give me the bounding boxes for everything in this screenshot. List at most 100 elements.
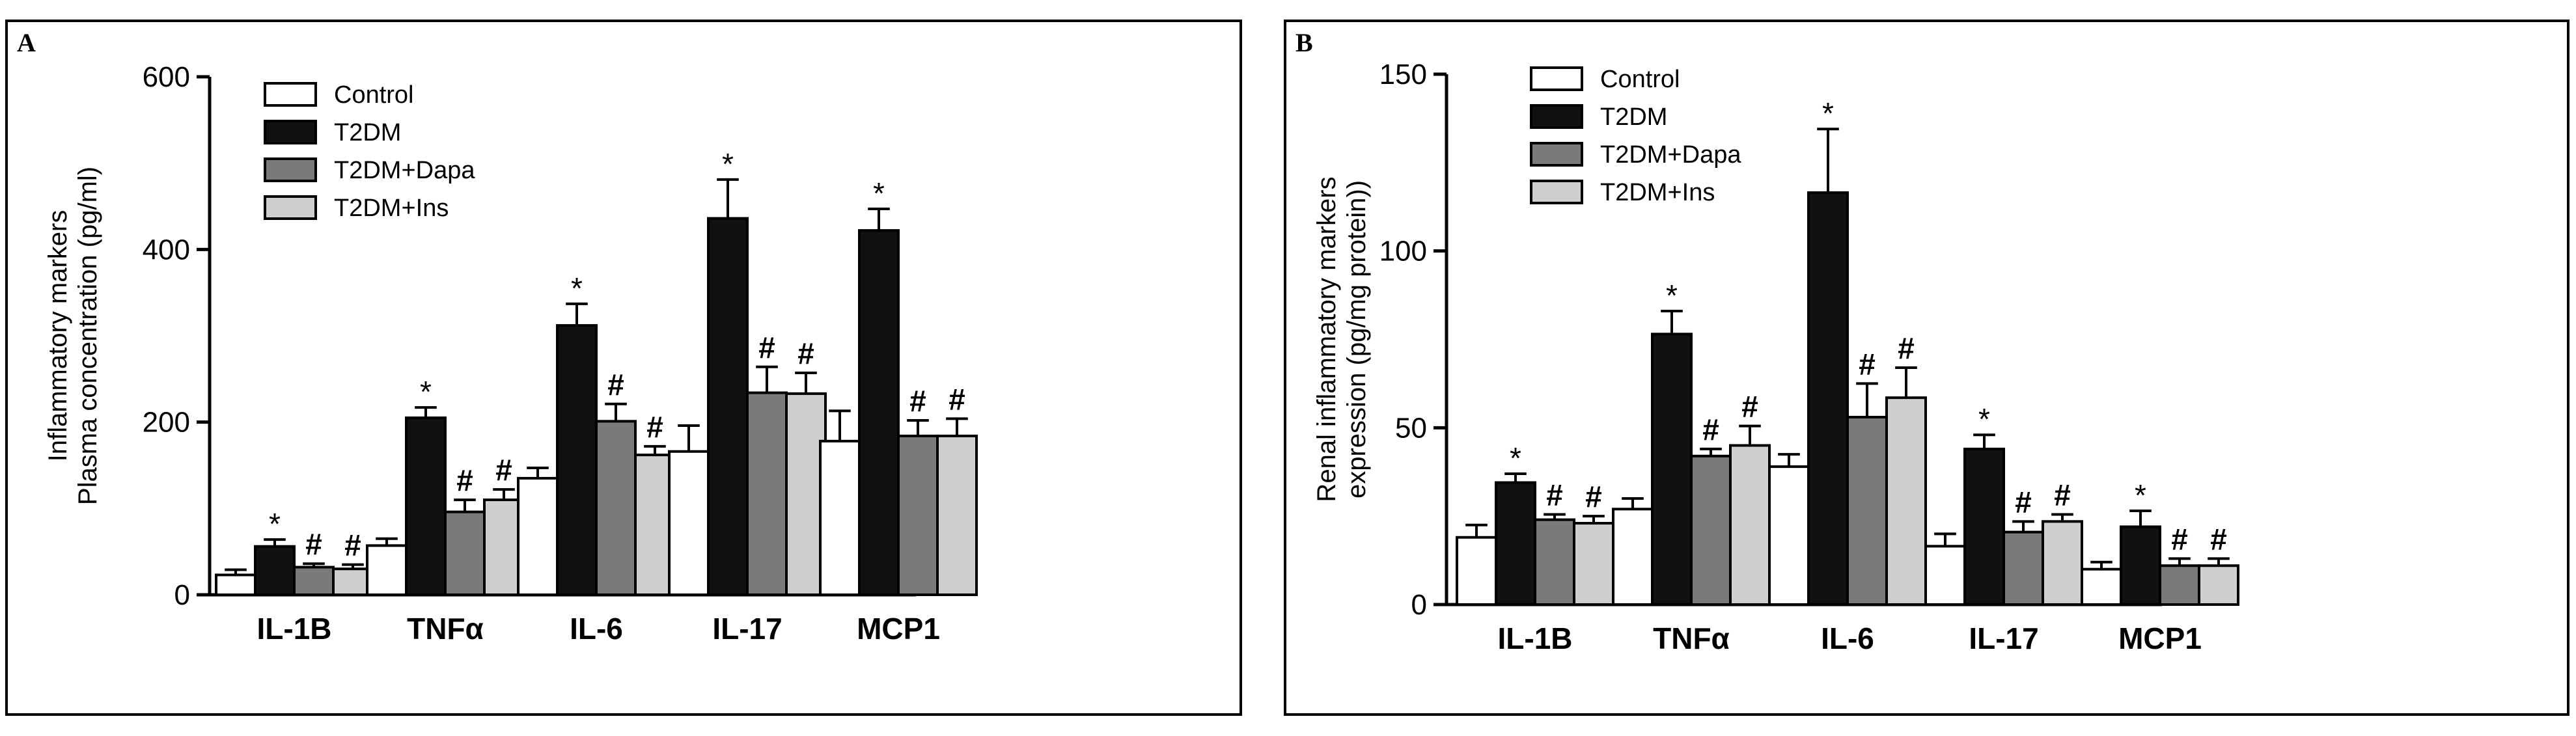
y-tick-label: 200 bbox=[143, 407, 190, 439]
y-tick-label: 400 bbox=[143, 234, 190, 266]
significance-mark: # bbox=[1898, 331, 1915, 365]
y-axis-label-line: Renal inflammatory markers bbox=[1312, 176, 1341, 502]
bar-control bbox=[668, 450, 710, 596]
bar-t2dm bbox=[1807, 191, 1849, 606]
legend-swatch bbox=[1530, 66, 1583, 91]
y-tick-label: 50 bbox=[1395, 412, 1427, 444]
legend-label: T2DM+Dapa bbox=[1600, 141, 1741, 169]
bar-t2dm-ins bbox=[936, 434, 978, 596]
bar-control bbox=[1456, 536, 1497, 606]
legend-label: T2DM+Ins bbox=[334, 195, 449, 222]
significance-mark: # bbox=[1702, 413, 1719, 446]
x-category-label: IL-17 bbox=[1969, 621, 2038, 655]
significance-mark: * bbox=[1822, 96, 1834, 130]
y-axis-label: Inflammatory markersPlasma concentration… bbox=[44, 167, 102, 505]
legend-swatch bbox=[1530, 104, 1583, 129]
y-tick-label: 150 bbox=[1379, 59, 1427, 90]
panel-b-label: B bbox=[1295, 28, 1313, 57]
bar-t2dm-dapa bbox=[2159, 564, 2200, 607]
bar-t2dm-dapa bbox=[746, 391, 788, 596]
bar-t2dm bbox=[1651, 333, 1693, 606]
bar-control bbox=[819, 439, 861, 596]
significance-mark: # bbox=[2015, 485, 2032, 519]
bar-control bbox=[517, 476, 559, 597]
significance-mark: # bbox=[949, 382, 965, 416]
y-axis-label-line: Inflammatory markers bbox=[44, 210, 72, 462]
panel-a: A 0 200 400 600 Inflammatory markersPlasma c… bbox=[5, 20, 1242, 716]
panel-a-label: A bbox=[17, 28, 36, 57]
bar-t2dm-dapa bbox=[2002, 530, 2044, 606]
significance-mark: * bbox=[420, 375, 432, 409]
bar-t2dm-ins bbox=[2198, 564, 2239, 607]
y-tick-label: 0 bbox=[174, 579, 190, 611]
significance-mark: # bbox=[646, 410, 663, 444]
bar-control bbox=[1924, 545, 1966, 606]
legend-swatch bbox=[264, 157, 317, 182]
significance-mark: # bbox=[305, 527, 322, 561]
y-tick-label: 0 bbox=[1411, 589, 1427, 621]
legend-label: T2DM+Dapa bbox=[334, 157, 475, 184]
bar-control bbox=[2081, 567, 2122, 607]
x-category-label: TNFα bbox=[407, 612, 484, 646]
legend-label: T2DM bbox=[1600, 103, 1667, 131]
bar-t2dm bbox=[858, 229, 900, 596]
y-axis-label-line: Plasma concentration (pg/ml) bbox=[74, 167, 102, 505]
significance-mark: # bbox=[1585, 480, 1602, 513]
bar-t2dm bbox=[556, 324, 598, 596]
x-category-label: IL-1B bbox=[257, 612, 332, 646]
bar-t2dm-ins bbox=[2042, 520, 2083, 606]
bar-t2dm-dapa bbox=[444, 510, 486, 597]
significance-mark: # bbox=[1859, 347, 1876, 381]
bar-t2dm-ins bbox=[1573, 522, 1614, 606]
significance-mark: * bbox=[571, 271, 583, 305]
x-category-label: TNFα bbox=[1653, 621, 1730, 655]
bar-t2dm bbox=[2120, 525, 2161, 607]
legend-label: T2DM+Ins bbox=[1600, 179, 1715, 206]
bar-t2dm bbox=[1963, 447, 2005, 607]
significance-mark: # bbox=[344, 528, 361, 562]
bar-control bbox=[366, 544, 408, 597]
x-category-label: IL-17 bbox=[712, 612, 782, 646]
x-category-label: IL-6 bbox=[1821, 621, 1874, 655]
legend-swatch bbox=[1530, 180, 1583, 204]
significance-mark: # bbox=[1741, 390, 1758, 424]
y-tick-label: 600 bbox=[143, 61, 190, 93]
legend-swatch bbox=[264, 82, 317, 107]
bar-t2dm-dapa bbox=[595, 420, 637, 597]
significance-mark: * bbox=[269, 507, 281, 541]
bar-t2dm bbox=[254, 545, 296, 596]
x-category-label: MCP1 bbox=[2118, 621, 2202, 655]
bar-t2dm bbox=[405, 416, 447, 596]
x-category-label: IL-1B bbox=[1498, 621, 1573, 655]
bar-t2dm-dapa bbox=[1690, 454, 1732, 606]
significance-mark: # bbox=[456, 463, 473, 497]
y-tick-label: 100 bbox=[1379, 236, 1427, 267]
legend-swatch bbox=[264, 195, 317, 220]
significance-mark: # bbox=[758, 331, 775, 364]
significance-mark: # bbox=[2210, 522, 2227, 556]
legend-label: Control bbox=[1600, 66, 1680, 93]
legend-label: Control bbox=[334, 81, 414, 109]
significance-mark: * bbox=[722, 147, 734, 181]
significance-mark: * bbox=[1978, 402, 1990, 436]
significance-mark: * bbox=[1510, 441, 1521, 475]
significance-mark: * bbox=[2135, 478, 2146, 512]
legend-label: T2DM bbox=[334, 119, 401, 146]
significance-mark: * bbox=[1666, 279, 1678, 312]
bar-t2dm-dapa bbox=[293, 566, 335, 597]
y-axis-label: Renal inflammatory markersexpression (pg… bbox=[1312, 176, 1371, 502]
panel-b: B 0 50 100 150 Renal inflammatory markersexp… bbox=[1284, 20, 2569, 716]
bar-control bbox=[1612, 508, 1654, 606]
chart-b: 0 50 100 150 Renal inflammatory markersexpre… bbox=[1312, 59, 2239, 655]
bar-t2dm bbox=[1495, 481, 1536, 606]
y-axis-label-line: expression (pg/mg protein)) bbox=[1342, 180, 1371, 498]
chart-a: 0 200 400 600 Inflammatory markersPlasma con… bbox=[44, 61, 978, 646]
significance-mark: # bbox=[2054, 478, 2071, 511]
significance-mark: # bbox=[2171, 522, 2188, 556]
significance-mark: * bbox=[873, 176, 885, 210]
significance-mark: # bbox=[909, 384, 926, 418]
bar-t2dm-dapa bbox=[897, 434, 939, 596]
bar-t2dm bbox=[707, 217, 749, 597]
legend-swatch bbox=[1530, 142, 1583, 167]
bar-t2dm-dapa bbox=[1534, 518, 1575, 606]
